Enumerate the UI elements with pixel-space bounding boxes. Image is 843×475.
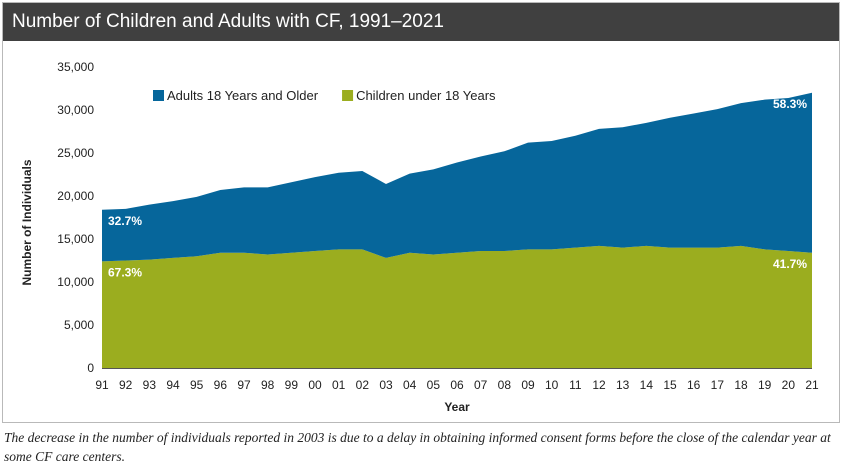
x-tick-label: 14 — [640, 378, 654, 392]
x-tick-label: 08 — [498, 378, 512, 392]
percent-label: 58.3% — [773, 97, 807, 111]
x-tick-label: 96 — [214, 378, 228, 392]
x-tick-label: 91 — [95, 378, 109, 392]
x-tick-label: 04 — [403, 378, 417, 392]
x-tick-label: 21 — [805, 378, 819, 392]
legend-swatch — [342, 90, 354, 101]
x-tick-label: 07 — [474, 378, 488, 392]
x-tick-label: 16 — [687, 378, 701, 392]
area-chart: 0 5,000 10,000 15,000 20,000 25,000 30,000 35,0… — [20, 60, 819, 414]
legend-label: Adults 18 Years and Older — [167, 88, 319, 103]
percent-label: 32.7% — [108, 214, 142, 228]
chart-footnote: The decrease in the number of individual… — [4, 430, 831, 464]
y-tick-label: 20,000 — [57, 189, 94, 203]
x-tick-label: 20 — [782, 378, 796, 392]
chart-title: Number of Children and Adults with CF, 1… — [3, 3, 839, 41]
x-tick-label: 95 — [190, 378, 204, 392]
percent-label: 67.3% — [108, 265, 142, 279]
legend-label: Children under 18 Years — [356, 88, 496, 103]
x-tick-label: 92 — [119, 378, 133, 392]
legend-swatch — [153, 90, 164, 101]
x-tick-label: 13 — [616, 378, 630, 392]
y-tick-label: 5,000 — [64, 318, 94, 332]
x-tick-label: 15 — [663, 378, 677, 392]
x-tick-label: 18 — [734, 378, 748, 392]
x-tick-label: 06 — [450, 378, 464, 392]
x-tick-label: 01 — [332, 378, 346, 392]
x-tick-label: 97 — [237, 378, 251, 392]
area-series-0 — [102, 245, 812, 368]
y-tick-label: 25,000 — [57, 146, 94, 160]
y-tick-label: 30,000 — [57, 103, 94, 117]
x-tick-label: 05 — [427, 378, 441, 392]
chart-frame: Number of Children and Adults with CF, 1… — [2, 2, 840, 423]
x-axis-title: Year — [444, 400, 470, 414]
x-tick-label: 93 — [143, 378, 157, 392]
y-tick-label: 35,000 — [57, 60, 94, 74]
x-tick-label: 99 — [285, 378, 299, 392]
x-tick-label: 02 — [356, 378, 370, 392]
x-tick-label: 19 — [758, 378, 772, 392]
x-tick-label: 00 — [308, 378, 322, 392]
y-tick-label: 15,000 — [57, 232, 94, 246]
x-tick-label: 11 — [569, 378, 582, 392]
x-tick-label: 03 — [379, 378, 393, 392]
x-tick-label: 17 — [711, 378, 725, 392]
y-tick-label: 0 — [87, 361, 94, 375]
x-tick-label: 10 — [545, 378, 559, 392]
area-series-1 — [102, 92, 812, 262]
y-tick-label: 10,000 — [57, 275, 94, 289]
percent-label: 41.7% — [773, 257, 807, 271]
x-tick-label: 98 — [261, 378, 275, 392]
x-tick-label: 94 — [166, 378, 180, 392]
x-tick-label: 09 — [521, 378, 535, 392]
x-tick-label: 12 — [592, 378, 606, 392]
y-axis-title: Number of Individuals — [20, 159, 34, 285]
